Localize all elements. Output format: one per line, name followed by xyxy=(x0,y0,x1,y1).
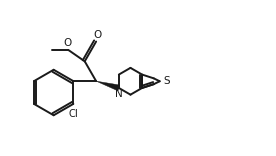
Text: S: S xyxy=(164,76,170,86)
Text: O: O xyxy=(63,38,71,48)
Text: Cl: Cl xyxy=(68,109,78,119)
Text: N: N xyxy=(115,89,123,99)
Polygon shape xyxy=(96,81,120,91)
Text: O: O xyxy=(94,30,102,40)
